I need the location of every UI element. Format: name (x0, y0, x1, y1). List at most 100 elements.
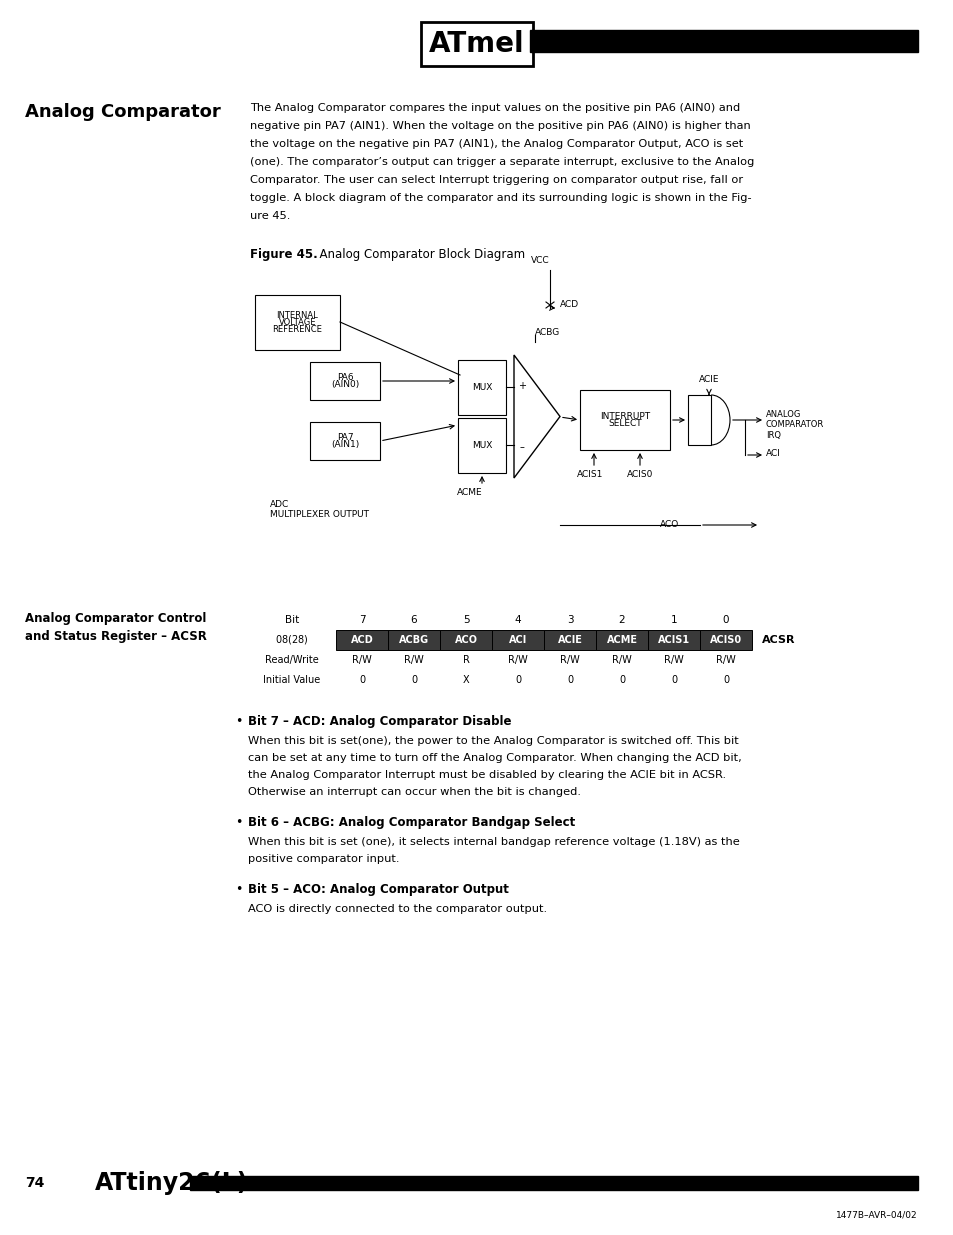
Text: Otherwise an interrupt can occur when the bit is changed.: Otherwise an interrupt can occur when th… (248, 787, 580, 797)
Text: 0: 0 (515, 676, 520, 685)
Text: REFERENCE: REFERENCE (273, 325, 322, 333)
Bar (530, 30, 917, 52)
Bar (647, 630, 700, 650)
Text: ACME: ACME (456, 488, 482, 496)
Text: R: R (462, 655, 469, 664)
Text: PA6: PA6 (336, 373, 353, 382)
Text: 0: 0 (670, 676, 677, 685)
Text: INTERNAL: INTERNAL (276, 311, 318, 320)
Text: (AIN0): (AIN0) (331, 380, 358, 389)
Text: ACO: ACO (454, 635, 477, 645)
Bar (579, 390, 669, 450)
Text: ADC
MULTIPLEXER OUTPUT: ADC MULTIPLEXER OUTPUT (270, 500, 369, 520)
Text: can be set at any time to turn off the Analog Comparator. When changing the ACD : can be set at any time to turn off the A… (248, 753, 741, 763)
Text: Bit 7 – ACD: Analog Comparator Disable: Bit 7 – ACD: Analog Comparator Disable (248, 715, 511, 727)
Text: (AIN1): (AIN1) (331, 440, 358, 450)
Text: Analog Comparator Block Diagram: Analog Comparator Block Diagram (312, 248, 524, 261)
Text: When this bit is set(one), the power to the Analog Comparator is switched off. T: When this bit is set(one), the power to … (248, 736, 738, 746)
Text: (one). The comparator’s output can trigger a separate interrupt, exclusive to th: (one). The comparator’s output can trigg… (250, 157, 754, 167)
Text: 4: 4 (515, 615, 520, 625)
Bar (492, 630, 543, 650)
Text: X: X (462, 676, 469, 685)
Text: 1: 1 (670, 615, 677, 625)
Text: R/W: R/W (404, 655, 423, 664)
Text: ACSR: ACSR (761, 635, 795, 645)
Text: R/W: R/W (352, 655, 372, 664)
Text: Analog Comparator Control: Analog Comparator Control (25, 613, 206, 625)
Text: ACI: ACI (508, 635, 527, 645)
Text: 6: 6 (410, 615, 416, 625)
Text: ACIE: ACIE (699, 375, 719, 384)
Text: ACO is directly connected to the comparator output.: ACO is directly connected to the compara… (248, 904, 547, 914)
Bar (248, 630, 335, 650)
Text: –: – (519, 442, 524, 452)
Bar (457, 359, 505, 415)
Text: •: • (234, 816, 242, 829)
Text: +: + (517, 380, 525, 390)
Text: PA7: PA7 (336, 433, 353, 442)
Text: negative pin PA7 (AIN1). When the voltage on the positive pin PA6 (AIN0) is high: negative pin PA7 (AIN1). When the voltag… (250, 121, 750, 131)
Text: SELECT: SELECT (608, 419, 641, 429)
Text: Initial Value: Initial Value (263, 676, 320, 685)
Text: When this bit is set (one), it selects internal bandgap reference voltage (1.18V: When this bit is set (one), it selects i… (248, 837, 739, 847)
Text: Bit: Bit (285, 615, 299, 625)
Text: ACD: ACD (351, 635, 373, 645)
Text: 7: 7 (358, 615, 365, 625)
Text: ACBG: ACBG (398, 635, 429, 645)
Bar (310, 362, 379, 400)
Text: MUX: MUX (472, 441, 492, 450)
Text: Comparator. The user can select Interrupt triggering on comparator output rise, : Comparator. The user can select Interrup… (250, 175, 742, 185)
Bar (310, 422, 379, 459)
Text: R/W: R/W (559, 655, 579, 664)
Text: ACD: ACD (559, 300, 578, 310)
Text: R/W: R/W (663, 655, 683, 664)
Text: the voltage on the negative pin PA7 (AIN1), the Analog Comparator Output, ACO is: the voltage on the negative pin PA7 (AIN… (250, 140, 742, 149)
Text: and Status Register – ACSR: and Status Register – ACSR (25, 630, 207, 643)
Bar (254, 295, 339, 350)
Text: ATmel: ATmel (429, 30, 524, 58)
Text: ACIS1: ACIS1 (577, 471, 602, 479)
Text: ACME: ACME (606, 635, 637, 645)
Bar (335, 630, 388, 650)
Text: Figure 45.: Figure 45. (250, 248, 317, 261)
Text: ure 45.: ure 45. (250, 211, 290, 221)
Text: 1477B–AVR–04/02: 1477B–AVR–04/02 (836, 1210, 917, 1219)
Text: 0: 0 (411, 676, 416, 685)
Text: ACIS0: ACIS0 (626, 471, 653, 479)
Text: ACBG: ACBG (535, 327, 559, 336)
Text: •: • (234, 883, 242, 897)
Text: ACO: ACO (659, 520, 679, 529)
Bar (687, 395, 710, 445)
Text: Bit 5 – ACO: Analog Comparator Output: Bit 5 – ACO: Analog Comparator Output (248, 883, 508, 897)
Text: 0: 0 (722, 676, 728, 685)
Text: ACIS1: ACIS1 (658, 635, 689, 645)
Text: INTERRUPT: INTERRUPT (599, 412, 649, 421)
Bar (190, 1176, 917, 1191)
Text: MUX: MUX (472, 383, 492, 391)
Bar (596, 630, 647, 650)
Text: VOLTAGE: VOLTAGE (278, 317, 315, 327)
Text: Bit 6 – ACBG: Analog Comparator Bandgap Select: Bit 6 – ACBG: Analog Comparator Bandgap … (248, 816, 575, 829)
Text: the Analog Comparator Interrupt must be disabled by clearing the ACIE bit in ACS: the Analog Comparator Interrupt must be … (248, 769, 725, 781)
Bar (439, 630, 492, 650)
Text: ACIS0: ACIS0 (709, 635, 741, 645)
Text: Analog Comparator: Analog Comparator (25, 103, 220, 121)
Text: positive comparator input.: positive comparator input. (248, 853, 399, 864)
Text: toggle. A block diagram of the comparator and its surrounding logic is shown in : toggle. A block diagram of the comparato… (250, 193, 751, 203)
Text: 74: 74 (25, 1176, 45, 1191)
Text: 0: 0 (722, 615, 728, 625)
Text: ANALOG
COMPARATOR
IRQ: ANALOG COMPARATOR IRQ (765, 410, 823, 440)
Bar (543, 630, 596, 650)
Text: 0: 0 (358, 676, 365, 685)
Text: 3: 3 (566, 615, 573, 625)
Text: The Analog Comparator compares the input values on the positive pin PA6 (AIN0) a: The Analog Comparator compares the input… (250, 103, 740, 112)
Text: R/W: R/W (716, 655, 735, 664)
Text: ATtiny26(L): ATtiny26(L) (95, 1171, 248, 1195)
Text: Read/Write: Read/Write (265, 655, 318, 664)
Bar (388, 630, 439, 650)
Text: •: • (234, 715, 242, 727)
Text: ACIE: ACIE (557, 635, 582, 645)
Text: 2: 2 (618, 615, 624, 625)
Text: R/W: R/W (612, 655, 631, 664)
Bar (457, 417, 505, 473)
